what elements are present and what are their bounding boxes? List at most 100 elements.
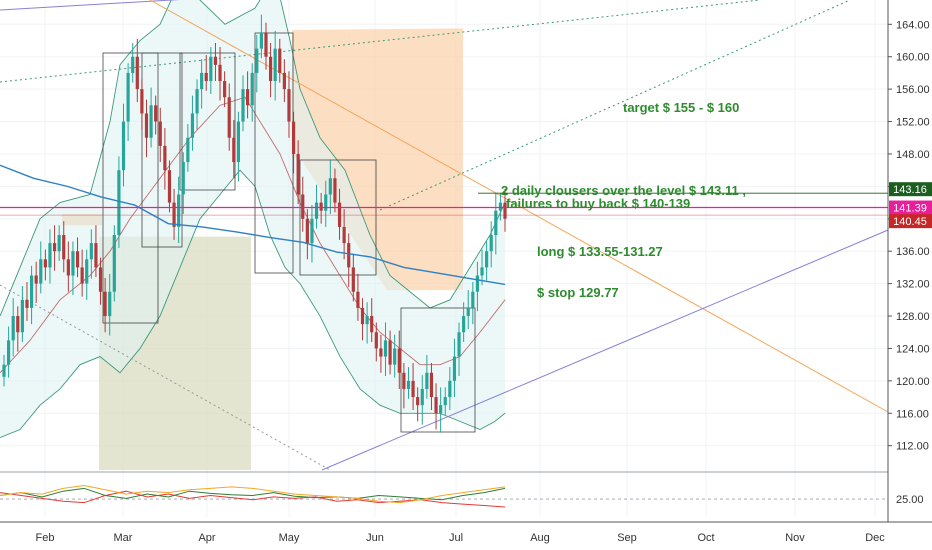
candle-body-40 — [186, 137, 190, 163]
candle-body-94 — [434, 397, 438, 414]
candle-body-108 — [498, 202, 503, 211]
y-tick-label-1: 160.00 — [896, 52, 930, 64]
x-tick-label-8: Oct — [697, 532, 714, 544]
x-tick-label-7: Sep — [617, 532, 637, 544]
candle-body-60 — [278, 48, 282, 73]
candle-body-106 — [489, 235, 493, 252]
x-tick-label-9: Nov — [785, 532, 805, 544]
candle-body-43 — [200, 72, 204, 90]
candle-body-72 — [333, 178, 337, 203]
candle-body-45 — [209, 56, 213, 82]
candle-body-96 — [443, 397, 447, 406]
candle-body-93 — [429, 372, 434, 398]
candle-body-89 — [411, 380, 415, 398]
candle-body-104 — [480, 267, 484, 276]
candle-body-28 — [131, 56, 135, 73]
price-tag-bg-0 — [889, 182, 932, 197]
candle-body-65 — [301, 194, 305, 219]
candle-body-5 — [25, 299, 29, 308]
candle-body-84 — [388, 340, 392, 365]
oscillator-series-2 — [0, 484, 506, 504]
candle-body-9 — [43, 259, 47, 268]
range-box-1 — [141, 52, 183, 248]
candle-body-38 — [177, 194, 181, 227]
candle-body-100 — [462, 316, 466, 333]
candle-body-76 — [351, 267, 355, 292]
candle-body-80 — [370, 316, 374, 333]
x-tick-label-3: May — [279, 532, 300, 544]
candle-body-1 — [6, 340, 11, 365]
candle-body-50 — [232, 137, 236, 163]
candle-body-31 — [144, 113, 149, 138]
oscillator-series-0 — [0, 487, 506, 501]
candle-body-90 — [416, 397, 420, 406]
candle-body-3 — [16, 316, 20, 333]
candle-body-32 — [149, 105, 153, 138]
candle-body-42 — [195, 89, 199, 114]
candle-body-101 — [466, 307, 470, 317]
candle-body-67 — [310, 218, 314, 244]
candle-body-97 — [448, 380, 452, 398]
x-tick-label-2: Apr — [198, 532, 215, 544]
price-tag-label-1: 141.39 — [893, 203, 927, 215]
candle-body-73 — [337, 202, 342, 227]
candle-body-23 — [108, 291, 112, 317]
trendline-layer — [0, 0, 889, 471]
candle-body-78 — [360, 307, 365, 325]
horizontal-levels-layer — [0, 192, 888, 216]
bollinger-upper — [0, 0, 506, 317]
candle-body-70 — [324, 194, 328, 211]
candle-body-103 — [475, 275, 480, 292]
y-tick-label-10: 124.00 — [896, 343, 930, 355]
candle-body-51 — [236, 121, 241, 163]
candle-body-36 — [167, 170, 172, 203]
price-tag-bg-1 — [889, 200, 932, 215]
candle-body-30 — [140, 89, 144, 114]
candle-body-54 — [250, 72, 254, 106]
candle-body-29 — [135, 56, 139, 90]
candle-body-55 — [255, 48, 259, 73]
candle-body-2 — [11, 316, 15, 341]
candle-body-64 — [296, 153, 300, 195]
candle-body-16 — [75, 251, 80, 268]
candle-body-14 — [66, 259, 70, 276]
candle-body-98 — [452, 356, 457, 381]
price-tag-label-0: 143.16 — [893, 184, 927, 196]
y-tick-label-4: 148.00 — [896, 149, 930, 161]
bollinger-lower — [0, 169, 506, 439]
candle-body-66 — [305, 218, 309, 244]
x-tick-label-4: Jun — [366, 532, 384, 544]
candle-body-18 — [85, 259, 89, 284]
dotted-rising-line — [379, 0, 851, 211]
candle-body-12 — [57, 235, 61, 252]
candle-body-10 — [48, 243, 52, 268]
y-tick-label-8: 132.00 — [896, 279, 930, 291]
annotation-long: long $ 133.55-131.27 — [537, 244, 663, 259]
candle-body-39 — [181, 162, 185, 195]
candle-body-58 — [268, 56, 273, 82]
candle-body-47 — [218, 64, 222, 82]
orange-zone — [292, 28, 463, 291]
candle-body-86 — [397, 348, 401, 373]
price-tag-bg-2 — [889, 214, 932, 229]
candle-body-57 — [264, 32, 268, 57]
candle-body-63 — [291, 121, 296, 154]
candle-body-82 — [379, 348, 383, 357]
candle-body-99 — [457, 332, 461, 357]
annotation-stop: $ stop 129.77 — [537, 285, 619, 300]
candle-body-34 — [158, 121, 162, 146]
y-tick-label-3: 152.00 — [896, 117, 930, 129]
candle-body-20 — [94, 243, 98, 268]
candle-body-62 — [287, 89, 291, 122]
candle-body-25 — [117, 170, 121, 235]
range-box-4 — [299, 159, 377, 276]
falling-resistance-line — [149, 0, 889, 413]
candlestick-layer — [2, 14, 507, 433]
candle-body-81 — [374, 332, 378, 349]
candle-body-79 — [365, 316, 369, 325]
candle-body-11 — [52, 243, 57, 252]
annotation-closures: 2 daily clousers over the level $ 143.11… — [501, 183, 746, 198]
